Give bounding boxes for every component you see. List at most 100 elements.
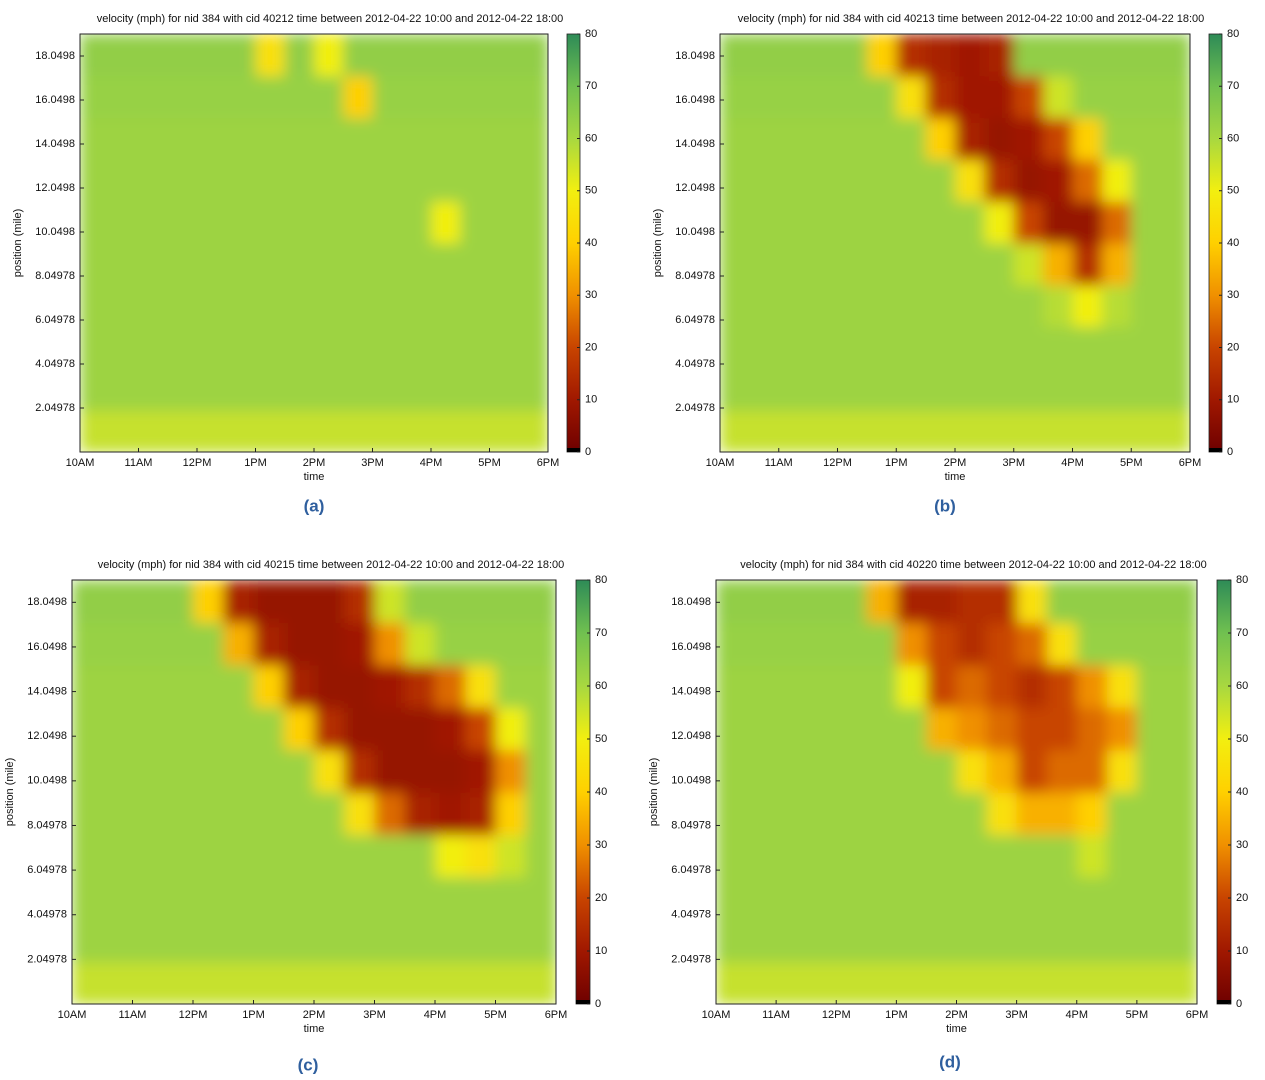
heat-cell — [284, 75, 315, 119]
y-tick-label: 16.0498 — [35, 94, 75, 106]
heat-cell — [1013, 34, 1044, 77]
heat-cell — [955, 159, 985, 202]
heat-cell — [925, 410, 956, 452]
heat-cell — [984, 201, 1015, 244]
heat-cell — [314, 707, 345, 751]
y-tick-label: 16.0498 — [27, 641, 67, 653]
colorbar-floor — [567, 448, 580, 452]
heat-cell — [716, 834, 747, 878]
heat-cell — [1043, 410, 1074, 452]
heat-cell — [518, 243, 548, 286]
heat-cell — [926, 707, 958, 751]
heat-cell — [1131, 243, 1162, 286]
heat-cell — [866, 580, 897, 623]
heat-cell — [1072, 243, 1103, 286]
heat-cell — [836, 707, 867, 751]
heat-cell — [837, 34, 868, 77]
heat-cell — [138, 117, 169, 160]
colorbar-tick-label: 70 — [1227, 80, 1239, 92]
heat-cell — [197, 117, 227, 160]
heat-cell — [776, 749, 807, 793]
heat-cell — [806, 834, 837, 878]
heat-cell — [253, 664, 285, 708]
heat-cell — [986, 580, 1018, 623]
heat-cell — [401, 243, 432, 286]
heat-cell — [720, 201, 750, 244]
x-tick-label: 10AM — [66, 457, 95, 469]
y-tick-label: 8.04978 — [27, 819, 67, 831]
heat-cell — [896, 243, 927, 286]
heat-cell — [72, 707, 103, 751]
colorbar-floor — [1217, 1000, 1231, 1004]
heat-cell — [284, 201, 315, 244]
heat-cell — [314, 834, 345, 878]
heat-cell — [837, 159, 868, 202]
panel: velocity (mph) for nid 384 with cid 4021… — [12, 13, 597, 516]
heat-cell — [716, 580, 747, 623]
heat-cell — [197, 410, 227, 452]
heat-cell — [778, 326, 809, 369]
heat-cell — [102, 707, 134, 751]
heat-cell — [435, 580, 466, 623]
y-tick-label: 2.04978 — [35, 402, 75, 414]
x-tick-label: 2PM — [944, 457, 967, 469]
colorbar-tick-label: 50 — [595, 733, 607, 745]
heat-cell — [167, 326, 198, 369]
heat-cell — [495, 622, 527, 666]
heat-cell — [80, 243, 110, 286]
heat-cell — [1166, 749, 1197, 793]
heat-cell — [1016, 961, 1048, 1004]
x-axis-label: time — [304, 1023, 325, 1035]
x-axis-label: time — [945, 471, 966, 483]
heat-cell — [460, 410, 491, 452]
colorbar-tick-label: 80 — [585, 28, 597, 40]
heat-cell — [102, 919, 134, 963]
colorbar-tick-label: 50 — [1227, 185, 1239, 197]
heat-cell — [495, 834, 527, 878]
heat-cell — [778, 201, 809, 244]
heat-cell — [344, 707, 376, 751]
y-axis-label: position (mile) — [652, 209, 664, 277]
heat-cell — [808, 243, 839, 286]
x-tick-label: 1PM — [885, 457, 908, 469]
colorbar-tick-label: 0 — [1236, 998, 1242, 1010]
heat-cell — [72, 580, 103, 623]
colorbar-floor — [576, 1000, 590, 1004]
heat-cell — [343, 75, 374, 119]
heat-cell — [431, 117, 461, 160]
heat-cell — [226, 243, 257, 286]
heat-cell — [1101, 410, 1132, 452]
heat-cell — [1013, 243, 1044, 286]
heat-cell — [896, 792, 928, 835]
heat-cell — [253, 622, 285, 666]
heat-cell — [223, 876, 255, 920]
heat-cell — [343, 410, 374, 452]
heat-cell — [1101, 368, 1132, 411]
heat-cell — [866, 622, 897, 666]
heat-cell — [525, 876, 556, 920]
heat-cell — [435, 876, 466, 920]
heat-cell — [223, 664, 255, 708]
heat-cell — [806, 707, 837, 751]
x-tick-label: 10AM — [702, 1009, 731, 1021]
heat-cell — [401, 410, 432, 452]
heat-cell — [226, 326, 257, 369]
heat-cell — [404, 792, 436, 835]
heat-cell — [926, 622, 958, 666]
heat-cell — [1076, 622, 1108, 666]
heat-cell — [925, 326, 956, 369]
heat-cell — [80, 201, 110, 244]
heat-cell — [808, 410, 839, 452]
heat-cell — [746, 580, 777, 623]
heat-cell — [866, 749, 897, 793]
heat-cell — [314, 326, 344, 369]
y-tick-label: 8.04978 — [671, 819, 711, 831]
heat-cell — [746, 876, 777, 920]
heat-cell — [984, 34, 1015, 77]
heat-cell — [716, 664, 747, 708]
heat-cell — [401, 284, 432, 328]
heat-cell — [1136, 749, 1168, 793]
heat-cell — [1046, 876, 1078, 920]
heat-cell — [80, 117, 110, 160]
